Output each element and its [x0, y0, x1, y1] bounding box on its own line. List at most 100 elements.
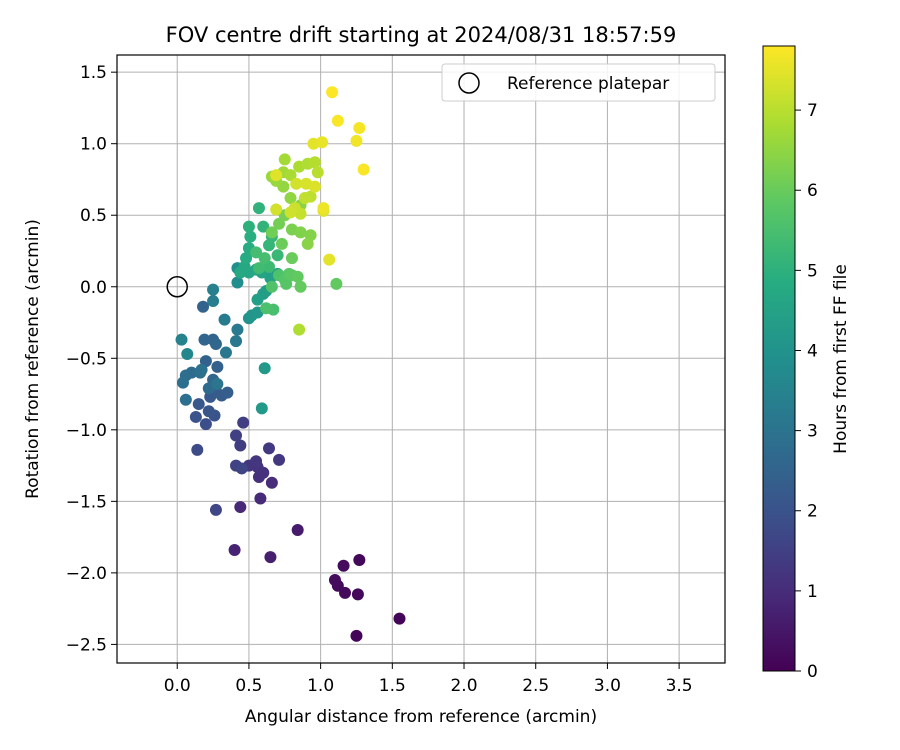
- scatter-point: [221, 386, 234, 399]
- colorbar-tick-label: 5: [807, 261, 818, 281]
- scatter-point: [197, 300, 210, 313]
- scatter-point: [260, 302, 273, 315]
- reference-point: [166, 276, 188, 298]
- grid-lines: [117, 55, 725, 663]
- scatter-point: [207, 283, 220, 296]
- scatter-point: [330, 277, 343, 290]
- scatter-point: [257, 220, 270, 233]
- scatter-point: [263, 442, 275, 455]
- scatter-point: [316, 136, 329, 149]
- scatter-point: [284, 169, 297, 182]
- scatter-point: [353, 553, 366, 566]
- colorbar-tick-label: 1: [807, 582, 818, 602]
- scatter-point: [231, 276, 244, 289]
- scatter-point: [265, 226, 278, 239]
- scatter-point: [271, 249, 284, 262]
- scatter-point: [326, 86, 339, 99]
- scatter-point: [291, 270, 304, 283]
- scatter-point: [244, 230, 257, 243]
- scatter-point: [350, 629, 363, 642]
- scatter-point: [317, 202, 330, 215]
- scatter-point: [234, 266, 247, 279]
- scatter-point: [237, 416, 250, 429]
- x-tick-label: 0.5: [235, 676, 262, 696]
- legend-marker: [458, 72, 480, 94]
- scatter-point: [199, 418, 212, 431]
- scatter-point: [211, 378, 224, 391]
- scatter-point: [265, 476, 278, 489]
- x-tick-label: 1.0: [307, 676, 334, 696]
- reference-marker: [166, 276, 188, 298]
- scatter-point: [258, 252, 271, 265]
- scatter-point: [198, 333, 211, 346]
- x-axis-label: Angular distance from reference (arcmin): [245, 707, 597, 727]
- scatter-point: [284, 192, 297, 205]
- scatter-point: [284, 206, 297, 219]
- legend-label: Reference platepar: [507, 74, 669, 94]
- scatter-point: [328, 574, 341, 587]
- colorbar-tick-label: 7: [807, 101, 818, 121]
- scatter-point: [301, 237, 314, 250]
- scatter-point: [337, 559, 350, 572]
- scatter-point: [293, 323, 306, 336]
- scatter-point: [290, 177, 303, 190]
- scatter-point: [234, 439, 247, 452]
- scatter-point: [311, 166, 324, 179]
- colorbar: 0 1 2 3 4 5 6 7 Hours from first FF file: [762, 45, 851, 682]
- y-tick-label: −1.5: [66, 492, 107, 512]
- scatter-point: [278, 153, 291, 166]
- y-tick-label: 1.5: [80, 63, 107, 83]
- legend: Reference platepar: [441, 63, 716, 102]
- scatter-point: [331, 114, 344, 127]
- scatter-point: [273, 453, 286, 466]
- scatter-point: [175, 333, 188, 346]
- colorbar-tick-label: 0: [807, 662, 818, 682]
- colorbar-tick-label: 3: [807, 422, 818, 442]
- y-axis-label: Rotation from reference (arcmin): [23, 219, 43, 499]
- scatter-point: [240, 252, 253, 265]
- scatter-point: [218, 313, 231, 326]
- scatter-point: [195, 363, 208, 376]
- scatter-point: [353, 121, 366, 134]
- scatter-point: [230, 429, 243, 442]
- plot-frame: [116, 54, 726, 664]
- scatter-point: [294, 226, 307, 239]
- scatter-point: [219, 346, 232, 359]
- y-tick-label: −2.0: [66, 564, 107, 584]
- scatter-point: [181, 347, 194, 360]
- colorbar-tick-label: 4: [807, 341, 818, 361]
- scatter-point: [350, 134, 363, 147]
- y-tick-label: −1.0: [66, 421, 107, 441]
- scatter-point: [209, 503, 222, 516]
- scatter-point: [255, 402, 268, 415]
- chart-title: FOV centre drift starting at 2024/08/31 …: [166, 23, 677, 47]
- colorbar-tick-label: 6: [807, 181, 818, 201]
- scatter-point: [298, 192, 311, 205]
- scatter-point: [189, 410, 202, 423]
- scatter-point: [202, 405, 215, 418]
- scatter-point: [254, 492, 267, 505]
- y-tick-label: 1.0: [80, 135, 107, 155]
- scatter-point: [179, 393, 192, 406]
- y-tick-label: 0.0: [80, 278, 107, 298]
- scatter-point: [191, 443, 204, 456]
- x-tick-label: 2.5: [522, 676, 549, 696]
- scatter-point: [308, 156, 321, 169]
- scatter-point: [294, 280, 307, 293]
- scatter-point: [270, 203, 283, 216]
- scatter-point: [323, 253, 336, 266]
- scatter-point: [393, 612, 406, 625]
- scatter-point: [275, 237, 288, 250]
- scatter-point: [228, 543, 241, 556]
- scatter-point: [234, 501, 247, 514]
- scatter-point: [264, 551, 277, 564]
- scatter-point: [251, 293, 264, 306]
- scatter-point: [250, 455, 263, 468]
- scatter-point: [207, 295, 220, 308]
- scatter-point: [258, 362, 271, 375]
- colorbar-ticks: 0 1 2 3 4 5 6 7: [795, 101, 818, 682]
- scatter-point: [273, 217, 286, 230]
- x-axis-ticks: 0.0 0.5 1.0 1.5 2.0 2.5 3.0 3.5: [164, 663, 693, 696]
- scatter-point: [250, 246, 263, 259]
